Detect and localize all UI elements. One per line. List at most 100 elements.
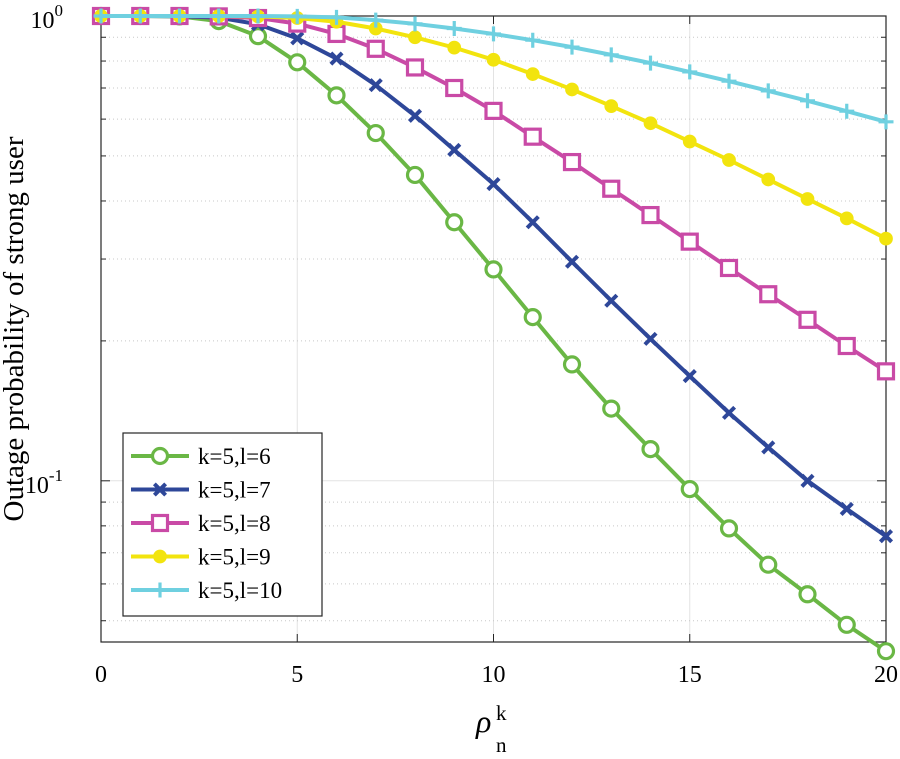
square-marker — [719, 258, 739, 278]
square-marker — [759, 285, 778, 304]
square-marker — [366, 39, 385, 58]
dot-marker — [643, 116, 658, 131]
x-marker — [564, 254, 580, 269]
dot-marker — [153, 549, 167, 564]
x-marker — [682, 369, 697, 384]
x-marker — [878, 529, 894, 544]
x-tick-label: 15 — [678, 662, 702, 688]
plus-marker — [878, 114, 894, 130]
x-marker — [447, 142, 462, 157]
legend-label: k=5,l=6 — [198, 444, 271, 469]
plus-marker — [407, 16, 423, 32]
plus-marker — [564, 39, 580, 55]
legend: k=5,l=6 k=5,l=7 k=5,l=8 k=5,l=9 k=5,l=10 — [122, 432, 323, 617]
dot-marker — [879, 231, 893, 246]
plus-marker — [172, 8, 187, 24]
x-marker — [152, 482, 168, 497]
square-marker — [327, 24, 346, 44]
legend-item-1: k=5,l=6 — [131, 444, 271, 469]
x-marker — [839, 501, 854, 516]
x-axis-label-subscript: n — [496, 733, 507, 757]
square-marker — [837, 336, 856, 356]
x-marker — [407, 108, 423, 123]
plus-marker — [289, 8, 305, 24]
dot-marker — [447, 40, 462, 55]
circle-marker — [641, 440, 660, 459]
legend-item-4: k=5,l=9 — [131, 545, 271, 570]
square-marker — [602, 179, 621, 198]
x-tick-label: 20 — [874, 662, 898, 688]
circle-marker — [523, 308, 542, 327]
x-tick-label: 5 — [291, 662, 303, 688]
square-marker — [876, 362, 896, 381]
legend-label: k=5,l=7 — [198, 478, 271, 503]
plus-marker — [760, 83, 776, 99]
square-marker — [523, 127, 542, 146]
circle-marker — [405, 165, 425, 185]
x-axis-label-base: ρ — [475, 703, 491, 739]
square-marker — [150, 513, 170, 533]
circle-marker — [248, 27, 268, 46]
plus-marker — [132, 8, 148, 24]
plus-marker — [525, 32, 541, 48]
dot-marker — [408, 30, 422, 45]
legend-item-2: k=5,l=7 — [131, 478, 271, 503]
dot-marker — [565, 82, 579, 97]
x-marker — [525, 215, 540, 230]
circle-marker — [484, 260, 503, 279]
legend-label: k=5,l=9 — [198, 545, 271, 570]
dot-marker — [839, 211, 854, 226]
circle-marker — [798, 585, 817, 604]
x-marker — [721, 405, 737, 420]
circle-marker — [876, 642, 896, 661]
x-tick-label: 10 — [482, 662, 506, 688]
square-marker — [445, 78, 464, 98]
y-tick-label: 10-1 — [25, 466, 63, 499]
plus-marker — [800, 93, 815, 109]
plus-marker — [329, 9, 344, 25]
circle-marker — [837, 615, 856, 634]
x-marker — [643, 331, 658, 346]
plus-marker — [643, 55, 658, 71]
data-series — [91, 6, 896, 661]
x-axis-label: ρ — [475, 703, 491, 739]
circle-marker — [445, 213, 464, 232]
circle-marker — [562, 355, 582, 374]
circle-marker — [719, 519, 739, 538]
circle-marker — [150, 446, 170, 466]
x-marker — [368, 78, 383, 93]
dot-marker — [682, 134, 697, 149]
circle-marker — [327, 86, 346, 105]
x-marker — [604, 293, 619, 308]
series-5 — [93, 8, 894, 130]
x-tick-label: 0 — [95, 662, 107, 688]
square-marker — [798, 310, 817, 329]
plus-marker — [446, 20, 462, 36]
plus-marker — [250, 8, 266, 24]
plus-marker — [368, 12, 384, 28]
x-marker — [290, 31, 305, 46]
square-marker — [562, 152, 582, 172]
square-marker — [641, 205, 660, 225]
dot-marker — [604, 99, 619, 113]
circle-marker — [602, 399, 621, 418]
circle-marker — [759, 555, 778, 574]
circle-marker — [366, 123, 385, 143]
dot-marker — [525, 67, 540, 81]
plus-marker — [839, 103, 855, 119]
plus-marker — [603, 47, 619, 63]
plus-marker — [682, 64, 698, 80]
legend-label: k=5,l=10 — [198, 578, 282, 603]
circle-marker — [288, 53, 307, 72]
dot-marker — [722, 153, 736, 167]
x-marker — [800, 473, 815, 488]
x-marker — [486, 176, 501, 192]
axis-ticks: 0 5 10 15 20 100 10-1 — [25, 1, 898, 688]
legend-label: k=5,l=8 — [198, 511, 271, 536]
plus-marker — [93, 8, 109, 24]
legend-item-5: k=5,l=10 — [131, 578, 282, 603]
plus-marker — [486, 26, 501, 42]
y-axis-label: Outage probability of strong user — [0, 136, 30, 521]
square-marker — [405, 58, 425, 77]
